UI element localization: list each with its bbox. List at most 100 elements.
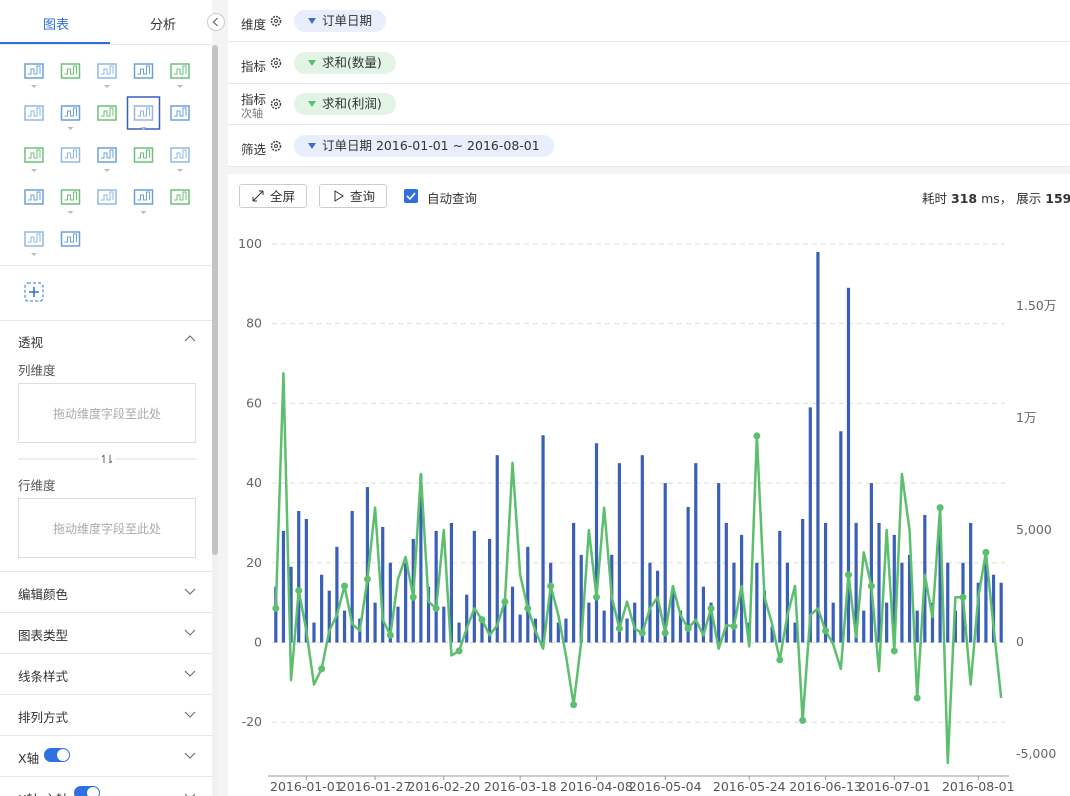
bar: [686, 506, 690, 643]
drop-zone[interactable]: 拖动维度字段至此处: [18, 383, 196, 443]
bar: [946, 562, 950, 643]
chart-type-icon[interactable]: [133, 147, 154, 163]
accordion-title[interactable]: X轴: [18, 751, 40, 766]
chart-type-icon[interactable]: [60, 147, 81, 163]
bar: [793, 622, 797, 643]
line-point: [936, 504, 944, 512]
row-label: 筛选: [241, 141, 267, 157]
chart-type-icon[interactable]: [60, 63, 81, 79]
bar: [999, 582, 1003, 643]
toggle[interactable]: [44, 748, 70, 762]
y-tick-label: -20: [242, 714, 262, 729]
icon-body: [60, 63, 81, 79]
accordion-title[interactable]: 排列方式: [18, 710, 69, 725]
bar: [602, 610, 606, 643]
bar: [457, 622, 461, 643]
line-point: [432, 604, 440, 612]
swap[interactable]: [18, 452, 196, 466]
chart-type-icon[interactable]: [133, 63, 154, 79]
bar: [625, 618, 629, 643]
field-label: 列维度: [18, 363, 56, 378]
stat-value: 159: [1045, 191, 1070, 206]
bar: [419, 475, 423, 643]
chart-type-icon[interactable]: [170, 189, 190, 205]
bar: [694, 463, 698, 643]
icon-body: [97, 147, 117, 163]
icon-caret: [67, 127, 74, 130]
icon-detail: [137, 149, 150, 159]
field-chip[interactable]: 求和(数量): [294, 51, 396, 74]
gear-hole: [274, 102, 278, 106]
query-button[interactable]: 查询: [319, 184, 387, 208]
icon-body: [60, 147, 81, 163]
accordion-title[interactable]: 编辑颜色: [18, 587, 69, 602]
bar: [671, 590, 675, 643]
bar: [839, 431, 843, 643]
chart-type-icon[interactable]: [97, 147, 117, 172]
icon-body: [133, 105, 154, 121]
icon-caret: [140, 211, 147, 214]
chart-type-icon[interactable]: [126, 96, 161, 130]
bar: [274, 586, 278, 643]
divider: [0, 265, 212, 266]
chart-type-icon[interactable]: [24, 189, 44, 205]
stat-label: 展示: [1016, 191, 1042, 206]
tab[interactable]: 分析: [149, 18, 176, 33]
y-tick-label: 60: [246, 395, 262, 410]
bar: [701, 586, 706, 643]
scrollbar[interactable]: [212, 45, 218, 796]
chart-type-icon[interactable]: [170, 147, 190, 172]
settings-icon[interactable]: [270, 15, 282, 27]
field-chip[interactable]: 订单日期 2016-01-01 ~ 2016-08-01: [294, 134, 554, 157]
collapse-button[interactable]: [206, 12, 226, 32]
gear-hole: [274, 143, 278, 148]
accordion-title[interactable]: 线条样式: [18, 669, 69, 684]
settings-icon[interactable]: [270, 57, 282, 69]
chart-type-icon[interactable]: [133, 189, 154, 214]
checkbox-label[interactable]: 自动查询: [427, 191, 478, 206]
icon-caret: [31, 253, 37, 256]
section-title[interactable]: 透视: [18, 335, 44, 350]
chip-caret: [308, 142, 316, 149]
chart-type-icon[interactable]: [24, 231, 44, 256]
chart-type-icon[interactable]: [97, 63, 117, 88]
field-chip[interactable]: 订单日期: [294, 10, 387, 32]
line-point: [501, 598, 509, 606]
field-chip[interactable]: 求和(利润): [294, 93, 396, 115]
settings-icon[interactable]: [270, 140, 282, 152]
fullscreen-button[interactable]: 全屏: [239, 184, 307, 208]
add-button[interactable]: [24, 282, 44, 302]
bar: [281, 530, 286, 643]
line-point: [638, 629, 646, 637]
bar: [907, 554, 912, 643]
line: [274, 371, 1003, 765]
chart-type-icon[interactable]: [170, 63, 190, 88]
icon-body: [24, 63, 44, 79]
chart-type-icon[interactable]: [24, 63, 44, 88]
divider: [0, 776, 212, 777]
chart-type-icon[interactable]: [97, 189, 117, 205]
stat-unit: ms，: [981, 191, 1013, 206]
checkbox[interactable]: [403, 188, 419, 204]
bar: [488, 538, 492, 643]
chart-type-icon[interactable]: [24, 147, 44, 172]
accordion-title[interactable]: 图表类型: [18, 628, 69, 643]
chart-type-icon[interactable]: [24, 105, 44, 121]
chart-type-icon[interactable]: [97, 105, 117, 121]
accordion-title[interactable]: X轴-主轴: [18, 789, 69, 796]
query-row: 指标 次轴 求和(利润): [228, 83, 1070, 125]
icon-body: [170, 147, 190, 163]
icon-detail: [137, 65, 150, 75]
drop-zone[interactable]: 拖动维度字段至此处: [18, 498, 196, 558]
chart-type-icon[interactable]: [60, 189, 81, 214]
icon-caret: [104, 85, 110, 88]
toggle[interactable]: [74, 786, 100, 796]
chart-type-icon[interactable]: [170, 105, 190, 121]
x-tick-label: 2016-05-24: [713, 779, 786, 794]
tab[interactable]: 图表: [42, 18, 69, 33]
chart-type-icon[interactable]: [60, 231, 81, 247]
bar: [381, 526, 385, 643]
line-point: [776, 656, 784, 664]
settings-icon[interactable]: [270, 98, 282, 110]
chart-type-icon[interactable]: [60, 105, 81, 130]
